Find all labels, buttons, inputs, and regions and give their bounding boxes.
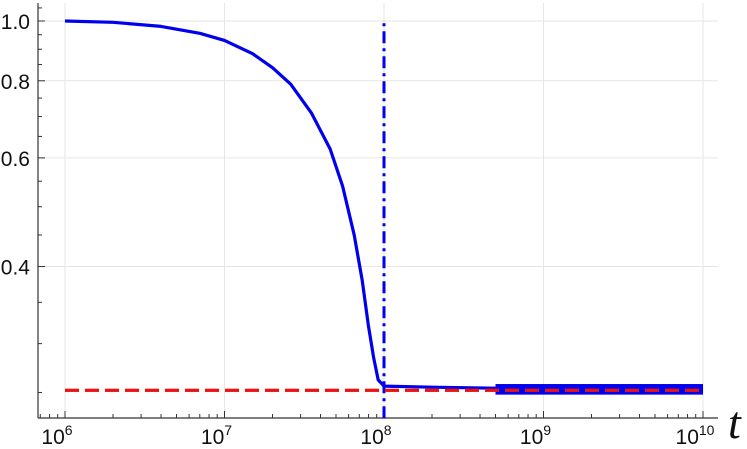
x-tick-label: 108	[360, 422, 391, 449]
x-tick-label: 109	[520, 422, 551, 449]
y-tick-label: 0.6	[1, 148, 30, 171]
x-tick-label: 1010	[676, 422, 715, 449]
y-tick-label: 1.0	[1, 11, 30, 34]
y-tick-label: 0.8	[1, 71, 30, 94]
x-axis-label: t	[728, 397, 742, 448]
y-tick-label: 0.4	[1, 257, 31, 280]
x-tick-label: 107	[201, 422, 232, 449]
x-tick-label: 106	[41, 422, 72, 449]
series-solid-line	[64, 19, 704, 391]
